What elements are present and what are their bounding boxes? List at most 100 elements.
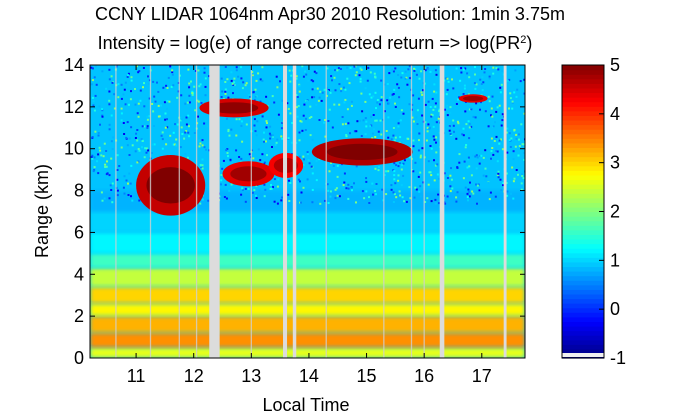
noise-dot bbox=[393, 139, 396, 142]
noise-dot bbox=[490, 114, 492, 117]
noise-dot bbox=[386, 99, 389, 102]
noise-dot bbox=[315, 159, 318, 162]
noise-dot bbox=[514, 69, 517, 72]
noise-dot bbox=[280, 127, 283, 130]
noise-dot bbox=[515, 137, 518, 140]
noise-dot bbox=[429, 108, 432, 111]
noise-dot bbox=[98, 105, 101, 108]
noise-dot bbox=[279, 80, 281, 83]
noise-dot bbox=[446, 104, 449, 107]
noise-dot bbox=[462, 68, 465, 71]
noise-dot bbox=[419, 171, 422, 174]
noise-dot bbox=[262, 138, 265, 141]
noise-dot bbox=[436, 121, 438, 124]
noise-dot bbox=[142, 86, 144, 89]
noise-dot bbox=[392, 70, 395, 73]
noise-dot bbox=[506, 127, 509, 130]
noise-dot bbox=[367, 177, 370, 180]
noise-dot bbox=[266, 154, 268, 157]
noise-dot bbox=[101, 109, 104, 112]
noise-dot bbox=[336, 164, 339, 167]
noise-dot bbox=[437, 117, 440, 120]
noise-dot bbox=[400, 76, 403, 79]
noise-dot bbox=[392, 169, 395, 172]
noise-dot bbox=[497, 172, 500, 175]
noise-dot bbox=[272, 186, 274, 189]
noise-dot bbox=[414, 68, 417, 71]
noise-dot bbox=[135, 65, 138, 68]
noise-dot bbox=[409, 131, 412, 134]
noise-dot bbox=[496, 160, 499, 163]
noise-dot bbox=[345, 187, 348, 190]
noise-dot bbox=[311, 172, 314, 175]
noise-dot bbox=[340, 87, 343, 90]
noise-dot bbox=[276, 202, 279, 205]
noise-dot bbox=[517, 154, 520, 157]
noise-dot bbox=[143, 82, 145, 85]
noise-dot bbox=[203, 67, 206, 70]
noise-dot bbox=[393, 193, 396, 196]
noise-dot bbox=[122, 186, 125, 189]
noise-dot bbox=[350, 186, 353, 189]
colorbar-nodata-band bbox=[562, 353, 604, 357]
noise-dot bbox=[447, 126, 450, 129]
noise-dot bbox=[467, 199, 469, 202]
noise-dot bbox=[372, 95, 375, 98]
noise-dot bbox=[437, 193, 440, 196]
noise-dot bbox=[446, 114, 449, 117]
noise-dot bbox=[334, 69, 336, 72]
noise-dot bbox=[505, 172, 508, 175]
noise-dot bbox=[187, 131, 190, 134]
noise-dot bbox=[220, 96, 223, 98]
noise-dot bbox=[161, 147, 164, 150]
noise-dot bbox=[220, 174, 223, 176]
noise-dot bbox=[463, 160, 466, 163]
noise-dot bbox=[470, 174, 473, 177]
noise-dot bbox=[224, 88, 227, 91]
noise-dot bbox=[126, 121, 129, 124]
noise-dot bbox=[500, 124, 503, 127]
noise-dot bbox=[400, 168, 403, 171]
noise-dot bbox=[329, 195, 332, 198]
noise-dot bbox=[166, 87, 169, 89]
noise-dot bbox=[233, 84, 236, 86]
noise-dot bbox=[515, 169, 518, 171]
range-band-7 bbox=[90, 232, 525, 254]
noise-dot bbox=[104, 163, 107, 166]
noise-dot bbox=[506, 151, 509, 154]
noise-dot bbox=[446, 195, 449, 198]
noise-dot bbox=[480, 101, 482, 104]
noise-dot bbox=[241, 87, 244, 90]
noise-dot bbox=[358, 74, 361, 77]
noise-dot bbox=[249, 96, 252, 98]
noise-dot bbox=[449, 133, 452, 135]
cloud-core bbox=[230, 166, 267, 182]
noise-dot bbox=[451, 187, 454, 190]
noise-dot bbox=[518, 133, 520, 136]
noise-dot bbox=[166, 126, 169, 129]
noise-dot bbox=[404, 70, 407, 73]
noise-dot bbox=[319, 90, 322, 93]
noise-dot bbox=[474, 116, 477, 119]
noise-dot bbox=[501, 119, 504, 122]
noise-dot bbox=[427, 68, 430, 70]
noise-dot bbox=[289, 182, 292, 184]
noise-dot bbox=[434, 69, 437, 72]
noise-dot bbox=[105, 165, 108, 168]
noise-dot bbox=[497, 170, 500, 173]
noise-dot bbox=[97, 134, 100, 137]
colorbar-segment bbox=[562, 193, 604, 199]
noise-dot bbox=[466, 192, 469, 195]
noise-dot bbox=[165, 143, 168, 146]
noise-dot bbox=[138, 149, 141, 152]
x-tick-label: 15 bbox=[357, 366, 377, 386]
noise-dot bbox=[445, 93, 448, 96]
noise-dot bbox=[388, 138, 391, 140]
noise-dot bbox=[201, 144, 204, 147]
noise-dot bbox=[326, 183, 329, 186]
noise-dot bbox=[505, 182, 508, 184]
noise-dot bbox=[315, 103, 318, 106]
noise-dot bbox=[328, 170, 331, 173]
noise-dot bbox=[374, 193, 377, 196]
noise-dot bbox=[124, 81, 127, 84]
